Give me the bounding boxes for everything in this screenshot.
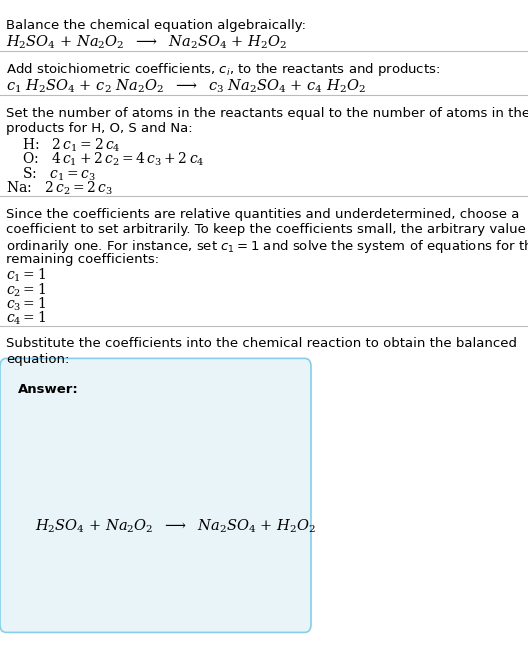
Text: $c_1$ $H_2SO_4$ $+$ $c_2$ $Na_2O_2$  $\longrightarrow$  $c_3$ $Na_2SO_4$ $+$ $c_: $c_1$ $H_2SO_4$ $+$ $c_2$ $Na_2O_2$ $\lo… (6, 77, 366, 95)
Text: $\text{O:}\enspace\enspace 4\,c_1 + 2\,c_2 = 4\,c_3 + 2\,c_4$: $\text{O:}\enspace\enspace 4\,c_1 + 2\,c… (22, 151, 205, 169)
Text: products for H, O, S and Na:: products for H, O, S and Na: (6, 122, 193, 135)
Text: $\text{S:}\enspace\enspace c_1 = c_3$: $\text{S:}\enspace\enspace c_1 = c_3$ (22, 165, 96, 183)
Text: ordinarily one. For instance, set $c_1 = 1$ and solve the system of equations fo: ordinarily one. For instance, set $c_1 =… (6, 238, 528, 255)
Text: $c_3 = 1$: $c_3 = 1$ (6, 296, 46, 313)
Text: Set the number of atoms in the reactants equal to the number of atoms in the: Set the number of atoms in the reactants… (6, 107, 528, 120)
Text: equation:: equation: (6, 353, 70, 366)
Text: Answer:: Answer: (18, 383, 79, 396)
Text: Since the coefficients are relative quantities and underdetermined, choose a: Since the coefficients are relative quan… (6, 208, 520, 221)
Text: $c_4 = 1$: $c_4 = 1$ (6, 310, 46, 328)
Text: $\text{H:}\enspace\enspace 2\,c_1 = 2\,c_4$: $\text{H:}\enspace\enspace 2\,c_1 = 2\,c… (22, 137, 121, 154)
Text: $H_2SO_4$ $+$ $Na_2O_2$  $\longrightarrow$  $Na_2SO_4$ $+$ $H_2O_2$: $H_2SO_4$ $+$ $Na_2O_2$ $\longrightarrow… (35, 518, 316, 535)
Text: remaining coefficients:: remaining coefficients: (6, 253, 159, 266)
Text: coefficient to set arbitrarily. To keep the coefficients small, the arbitrary va: coefficient to set arbitrarily. To keep … (6, 223, 528, 236)
Text: $H_2SO_4$ $+$ $Na_2O_2$  $\longrightarrow$  $Na_2SO_4$ $+$ $H_2O_2$: $H_2SO_4$ $+$ $Na_2O_2$ $\longrightarrow… (6, 34, 287, 52)
Text: $\text{Na:}\enspace\enspace 2\,c_2 = 2\,c_3$: $\text{Na:}\enspace\enspace 2\,c_2 = 2\,… (6, 180, 113, 198)
Text: Substitute the coefficients into the chemical reaction to obtain the balanced: Substitute the coefficients into the che… (6, 337, 517, 351)
Text: $c_2 = 1$: $c_2 = 1$ (6, 281, 46, 299)
Text: Balance the chemical equation algebraically:: Balance the chemical equation algebraica… (6, 18, 306, 31)
FancyBboxPatch shape (0, 358, 311, 632)
Text: $c_1 = 1$: $c_1 = 1$ (6, 267, 46, 284)
Text: Add stoichiometric coefficients, $c_i$, to the reactants and products:: Add stoichiometric coefficients, $c_i$, … (6, 61, 440, 78)
